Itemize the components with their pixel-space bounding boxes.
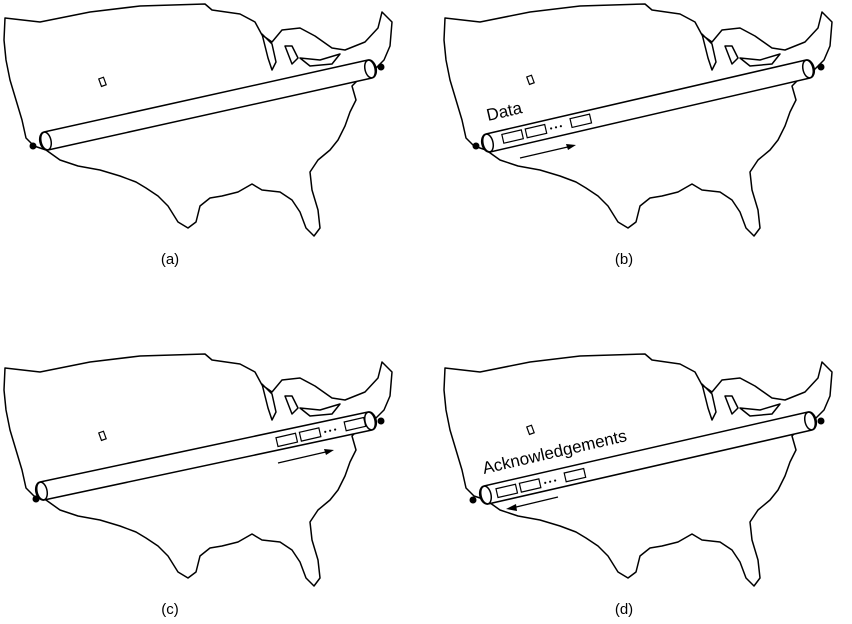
endpoint-dot-east (377, 417, 385, 425)
panel-caption-c: (c) (161, 601, 179, 618)
packet-box (495, 483, 519, 499)
usa-map-outline (3, 3, 393, 237)
packet-ellipsis: • • • (543, 476, 558, 488)
packet-box (501, 129, 525, 144)
endpoint-dot-west (472, 142, 480, 150)
pipe-link (478, 411, 818, 505)
direction-arrow-east (519, 144, 576, 159)
packet-box (524, 123, 548, 139)
packet-ellipsis: • • • (323, 425, 338, 437)
endpoint-dot-east (377, 63, 385, 71)
packet-train: • • • (495, 467, 587, 499)
map-marker-icon (97, 430, 107, 442)
pipe-link (34, 411, 378, 501)
direction-arrow-west (506, 496, 559, 511)
panel-c: • • • (c) (3, 353, 393, 618)
panel-caption-b: (b) (615, 251, 633, 268)
endpoint-dot-east (817, 63, 825, 71)
panel-caption-d: (d) (615, 601, 633, 618)
usa-map-outline (3, 353, 393, 587)
panel-b: • • • Data (b) (443, 3, 833, 268)
map-marker-icon (97, 76, 107, 88)
packet-box (569, 113, 593, 129)
pipe-link (480, 59, 816, 153)
map-marker-icon (525, 424, 535, 436)
packet-box (343, 416, 367, 432)
panel-d: • • • Acknowledgements (d) (443, 353, 833, 618)
direction-arrow-east (277, 449, 334, 464)
packet-box (563, 467, 587, 483)
map-marker-icon (525, 74, 535, 86)
data-label: Data (485, 98, 525, 125)
packet-box (275, 432, 299, 448)
endpoint-dot-west (32, 495, 40, 503)
packet-box (518, 478, 542, 493)
pipe-link (38, 59, 378, 151)
panel-a: (a) (3, 3, 393, 268)
endpoint-dot-west (29, 142, 37, 150)
packet-train: • • • (275, 416, 367, 448)
endpoint-dot-east (817, 417, 825, 425)
panel-caption-a: (a) (161, 251, 179, 268)
packet-ellipsis: • • • (549, 122, 564, 134)
packet-train: • • • (501, 113, 593, 144)
endpoint-dot-west (469, 496, 477, 504)
packet-box (298, 427, 322, 442)
